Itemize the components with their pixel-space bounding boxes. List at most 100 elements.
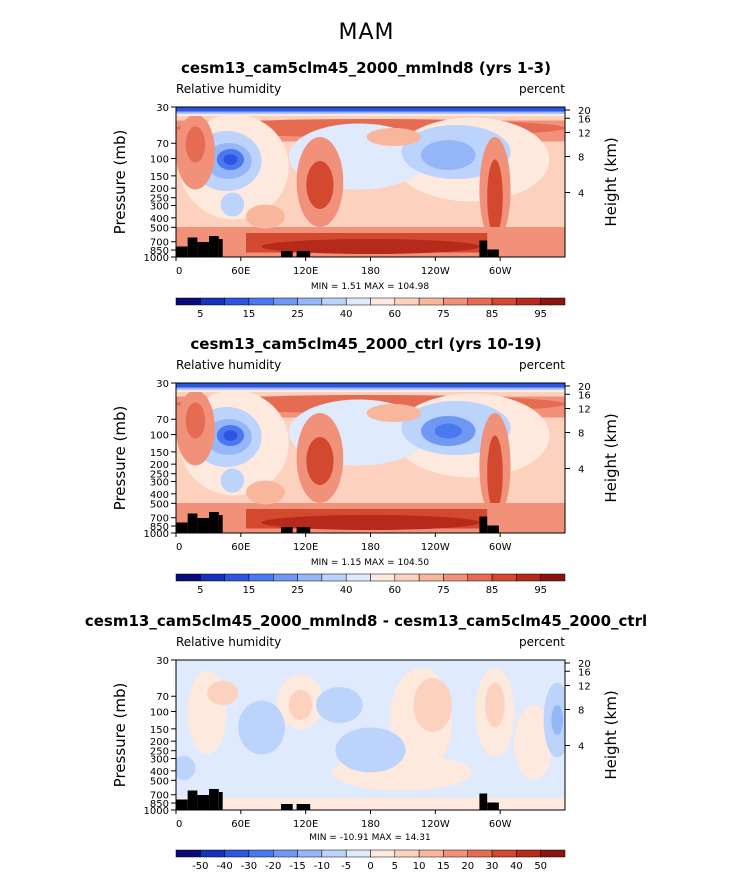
topography-block xyxy=(218,239,223,257)
y2-tick-label: 16 xyxy=(578,114,591,125)
colorbar-swatch xyxy=(200,573,225,582)
y-tick-label: 200 xyxy=(150,737,169,748)
contour-region xyxy=(176,383,565,388)
contour-region xyxy=(176,389,565,392)
x-tick-label: 60E xyxy=(231,819,250,830)
y2-axis-label: Height (km) xyxy=(602,137,620,226)
colorbar-swatch xyxy=(273,297,298,306)
contour-fill xyxy=(176,383,565,533)
colorbar-swatch xyxy=(467,573,493,582)
y-tick-label: 100 xyxy=(150,708,169,719)
contour-region xyxy=(176,756,196,780)
x-tick-label: 60E xyxy=(231,266,250,277)
y2-tick-label: 16 xyxy=(578,390,591,401)
colorbar-label: 25 xyxy=(291,585,304,596)
y-tick-label: 1000 xyxy=(144,529,169,540)
x-tick-label: 180 xyxy=(361,819,380,830)
topography-block xyxy=(176,522,188,533)
colorbar-swatch xyxy=(467,849,493,858)
variable-label: Relative humidity xyxy=(176,635,281,649)
topography-block xyxy=(197,795,210,810)
colorbar-swatch xyxy=(175,849,201,858)
colorbar-label: -10 xyxy=(314,861,330,872)
colorbar-label: 5 xyxy=(392,861,398,872)
colorbar-swatch xyxy=(200,297,225,306)
contour-region xyxy=(487,435,503,511)
topography-block xyxy=(281,527,293,533)
x-tick-label: 60E xyxy=(231,542,250,553)
colorbar-swatch xyxy=(273,849,298,858)
colorbar-swatch xyxy=(443,573,468,582)
y-tick-label: 400 xyxy=(150,767,169,778)
topography-block xyxy=(487,802,499,810)
colorbar-label: -5 xyxy=(341,861,351,872)
y2-tick-label: 12 xyxy=(578,405,591,416)
y2-tick-label: 8 xyxy=(578,429,584,440)
contour-region xyxy=(434,423,462,439)
y-tick-label: 1000 xyxy=(144,253,169,264)
colorbar-swatch xyxy=(224,297,250,306)
colorbar-swatch xyxy=(516,297,541,306)
y2-axis-label: Height (km) xyxy=(602,413,620,502)
y2-tick-label: 8 xyxy=(578,153,584,164)
page-title: MAM xyxy=(338,20,395,45)
min-max-stats: MIN = 1.15 MAX = 104.50 xyxy=(311,558,429,568)
colorbar-label: 85 xyxy=(486,585,499,596)
contour-region xyxy=(434,147,462,163)
y2-tick-label: 4 xyxy=(578,742,584,753)
x-tick-label: 120E xyxy=(293,266,318,277)
min-max-stats: MIN = -10.91 MAX = 14.31 xyxy=(309,833,430,843)
y-tick-label: 100 xyxy=(150,155,169,166)
chart-panel-1: cesm13_cam5clm45_2000_mmlnd8 (yrs 1-3) Re… xyxy=(111,59,620,320)
contour-region xyxy=(220,468,245,493)
y2-tick-label: 8 xyxy=(578,706,584,717)
topography-block xyxy=(176,246,188,257)
y-tick-label: 500 xyxy=(150,223,169,234)
contour-region xyxy=(185,402,206,439)
topography-block xyxy=(487,525,499,533)
y2-axis-label: Height (km) xyxy=(602,690,620,779)
colorbar-swatch xyxy=(491,849,517,858)
panel-title: cesm13_cam5clm45_2000_mmlnd8 (yrs 1-3) xyxy=(181,59,551,77)
contour-region xyxy=(176,113,565,116)
x-tick-label: 180 xyxy=(361,542,380,553)
y-tick-label: 300 xyxy=(150,201,169,212)
topography-block xyxy=(187,237,198,257)
panel-title: cesm13_cam5clm45_2000_mmlnd8 - cesm13_ca… xyxy=(85,612,647,630)
y2-tick-label: 4 xyxy=(578,465,584,476)
colorbar-swatch xyxy=(321,297,347,306)
contour-region xyxy=(514,705,554,780)
y-axis-label: Pressure (mb) xyxy=(111,683,129,788)
contour-region xyxy=(223,154,238,165)
contour-region xyxy=(366,128,422,146)
chart-panel-3: cesm13_cam5clm45_2000_mmlnd8 - cesm13_ca… xyxy=(85,612,647,872)
colorbar-swatch xyxy=(200,849,225,858)
colorbar-label: 50 xyxy=(534,861,547,872)
min-max-stats: MIN = 1.51 MAX = 104.98 xyxy=(311,282,429,292)
colorbar: 5 15 25 40 60 75 85 95 xyxy=(175,297,566,320)
x-tick-label: 180 xyxy=(361,266,380,277)
y-tick-label: 400 xyxy=(150,490,169,501)
colorbar-swatch xyxy=(175,573,201,582)
colorbar-swatch xyxy=(491,297,517,306)
y2-tick-label: 20 xyxy=(578,106,591,117)
colorbar-label: 40 xyxy=(510,861,523,872)
y2-tick-label: 12 xyxy=(578,129,591,140)
colorbar-label: 60 xyxy=(388,585,401,596)
colorbar-swatch xyxy=(491,573,517,582)
panel-title: cesm13_cam5clm45_2000_ctrl (yrs 10-19) xyxy=(190,335,541,353)
colorbar-label: 5 xyxy=(197,309,203,320)
colorbar-swatch xyxy=(467,297,493,306)
contour-region xyxy=(176,798,565,810)
topography-block xyxy=(296,804,311,810)
y-axis-label: Pressure (mb) xyxy=(111,406,129,511)
y-tick-label: 70 xyxy=(156,415,169,426)
colorbar-swatch xyxy=(540,849,566,858)
colorbar-swatch xyxy=(370,573,396,582)
chart-panel-2: cesm13_cam5clm45_2000_ctrl (yrs 10-19) Re… xyxy=(111,335,620,596)
x-tick-label: 120W xyxy=(421,819,450,830)
x-tick-label: 0 xyxy=(176,266,182,277)
x-tick-label: 120W xyxy=(421,266,450,277)
